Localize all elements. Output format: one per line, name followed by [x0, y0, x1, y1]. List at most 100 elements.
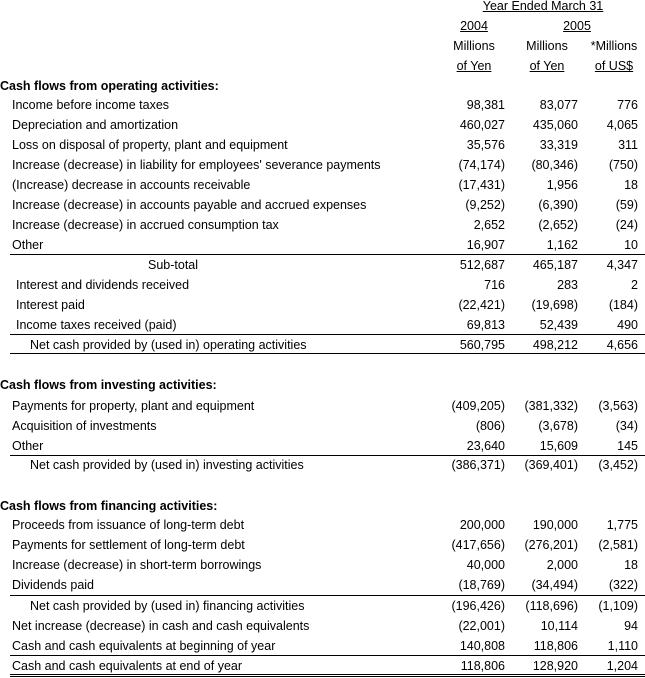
- operating-row-label: Income before income taxes: [12, 98, 170, 112]
- period-header: Year Ended March 31: [482, 0, 604, 13]
- investing-row-label: Payments for property, plant and equipme…: [12, 399, 255, 413]
- operating-row-value-2004: 512,687: [459, 258, 505, 272]
- summary-row-label: Net increase (decrease) in cash and cash…: [12, 619, 310, 633]
- investing-row-value-2005: (3,678): [538, 419, 578, 433]
- investing-row-value-2004: (386,371): [451, 458, 505, 472]
- operating-row-value-2005: (80,346): [531, 158, 578, 172]
- year-2005-header: 2005: [563, 19, 591, 33]
- operating-row-label: Other: [12, 238, 44, 252]
- financing-row-label: Dividends paid: [12, 578, 94, 592]
- summary-row-value-usd: 1,110: [607, 639, 638, 653]
- financing-row-value-usd: (322): [608, 578, 638, 592]
- investing-row-label: Other: [12, 439, 44, 453]
- operating-row-value-usd: 4,656: [606, 338, 638, 352]
- col2-unit-line1: Millions: [526, 39, 568, 53]
- col1-unit-line1: Millions: [453, 39, 495, 53]
- investing-row-value-usd: 145: [617, 439, 638, 453]
- investing-row-value-2005: (369,401): [524, 458, 578, 472]
- operating-row-label: Net cash provided by (used in) operating…: [30, 338, 307, 352]
- col3-unit-line1: *Millions: [590, 39, 638, 53]
- operating-row-value-2005: 52,439: [539, 318, 578, 332]
- operating-row-value-usd: 4,065: [606, 118, 638, 132]
- financing-row-value-2005: 2,000: [546, 558, 578, 572]
- operating-row-value-2004: 98,381: [466, 98, 505, 112]
- operating-row-value-2005: (6,390): [538, 198, 578, 212]
- operating-net-bottom-rule: [10, 353, 645, 354]
- operating-row-value-2004: (17,431): [458, 178, 505, 192]
- operating-row-value-usd: 490: [617, 318, 638, 332]
- operating-row-value-2005: 498,212: [532, 338, 578, 352]
- operating-row-value-2005: 465,187: [532, 258, 578, 272]
- subtotal-top-rule: [10, 254, 645, 255]
- investing-row-label: Net cash provided by (used in) investing…: [30, 458, 304, 472]
- operating-row-value-2004: (22,421): [458, 298, 505, 312]
- operating-row-value-2004: 560,795: [459, 338, 505, 352]
- financing-row-value-usd: (2,581): [598, 538, 638, 552]
- operating-row-value-2005: 33,319: [539, 138, 578, 152]
- operating-row-label: (Increase) decrease in accounts receivab…: [12, 178, 251, 192]
- financing-row-label: Net cash provided by (used in) financing…: [30, 599, 305, 613]
- operating-row-value-2004: 16,907: [466, 238, 505, 252]
- operating-row-value-usd: 2: [631, 278, 638, 292]
- summary-row-value-2004: 118,806: [460, 659, 505, 673]
- financing-row-value-2005: (118,696): [525, 599, 578, 613]
- investing-row-value-2005: (381,332): [524, 399, 578, 413]
- summary-row-value-2004: 140,808: [459, 639, 505, 653]
- operating-row-label: Depreciation and amortization: [12, 118, 179, 132]
- operating-row-label: Income taxes received (paid): [16, 318, 177, 332]
- summary-row-label: Cash and cash equivalents at beginning o…: [12, 639, 276, 653]
- investing-row-value-2004: (806): [475, 419, 505, 433]
- year-2004-header: 2004: [460, 19, 488, 33]
- investing-row-value-usd: (34): [615, 419, 638, 433]
- operating-row-value-usd: 18: [624, 178, 638, 192]
- operating-row-value-usd: (59): [615, 198, 638, 212]
- operating-row-label: Increase (decrease) in accounts payable …: [12, 198, 367, 212]
- operating-row-value-usd: (750): [608, 158, 638, 172]
- operating-row-value-usd: 10: [624, 238, 638, 252]
- summary-row-value-2004: (22,001): [458, 619, 505, 633]
- operating-row-label: Interest paid: [16, 298, 85, 312]
- investing-net-top-rule: [10, 455, 645, 456]
- investing-row-value-usd: (3,563): [598, 399, 638, 413]
- investing-row-label: Acquisition of investments: [12, 419, 157, 433]
- investing-row-value-2004: (409,205): [451, 399, 505, 413]
- investing-row-value-usd: (3,452): [598, 458, 638, 472]
- financing-row-label: Increase (decrease) in short-term borrow…: [12, 558, 262, 572]
- financing-row-value-usd: 1,775: [606, 518, 638, 532]
- summary-row-value-2005: 10,114: [540, 619, 578, 633]
- end-of-year-double-rule: [10, 674, 645, 677]
- col2-unit-line2: of Yen: [529, 59, 565, 73]
- operating-row-value-usd: (184): [608, 298, 638, 312]
- operating-row-value-usd: 776: [617, 98, 638, 112]
- operating-row-value-2005: 1,162: [546, 238, 578, 252]
- financing-row-value-usd: (1,109): [598, 599, 638, 613]
- financing-net-top-rule: [10, 595, 645, 596]
- operating-row-value-2005: 435,060: [532, 118, 578, 132]
- operating-row-value-2004: 69,813: [466, 318, 505, 332]
- operating-row-value-2005: 283: [557, 278, 578, 292]
- operating-row-value-2004: 716: [484, 278, 505, 292]
- operating-row-value-2005: 1,956: [546, 178, 578, 192]
- summary-row-value-usd: 1,204: [606, 659, 638, 673]
- operating-section-title: Cash flows from operating activities:: [0, 79, 219, 93]
- financing-row-value-2005: 190,000: [532, 518, 578, 532]
- operating-row-label: Loss on disposal of property, plant and …: [12, 138, 288, 152]
- operating-row-value-usd: 311: [618, 138, 638, 152]
- operating-row-label: Increase (decrease) in liability for emp…: [12, 158, 381, 172]
- operating-row-value-2004: (74,174): [458, 158, 505, 172]
- end-of-year-top-rule: [10, 655, 645, 656]
- operating-row-value-2005: (19,698): [531, 298, 578, 312]
- operating-row-value-2005: 83,077: [539, 98, 578, 112]
- summary-row-value-2005: 128,920: [532, 659, 578, 673]
- summary-row-label: Cash and cash equivalents at end of year: [12, 659, 243, 673]
- financing-row-value-2005: (34,494): [531, 578, 578, 592]
- financing-row-value-2004: (18,769): [458, 578, 505, 592]
- operating-net-top-rule: [10, 334, 645, 335]
- financing-row-value-usd: 18: [624, 558, 638, 572]
- financing-row-value-2004: 40,000: [466, 558, 505, 572]
- investing-row-value-2004: 23,640: [466, 439, 505, 453]
- operating-row-value-2005: (2,652): [538, 218, 578, 232]
- operating-row-value-2004: 2,652: [473, 218, 505, 232]
- financing-row-value-2004: (196,426): [451, 599, 505, 613]
- investing-section-title: Cash flows from investing activities:: [0, 378, 217, 392]
